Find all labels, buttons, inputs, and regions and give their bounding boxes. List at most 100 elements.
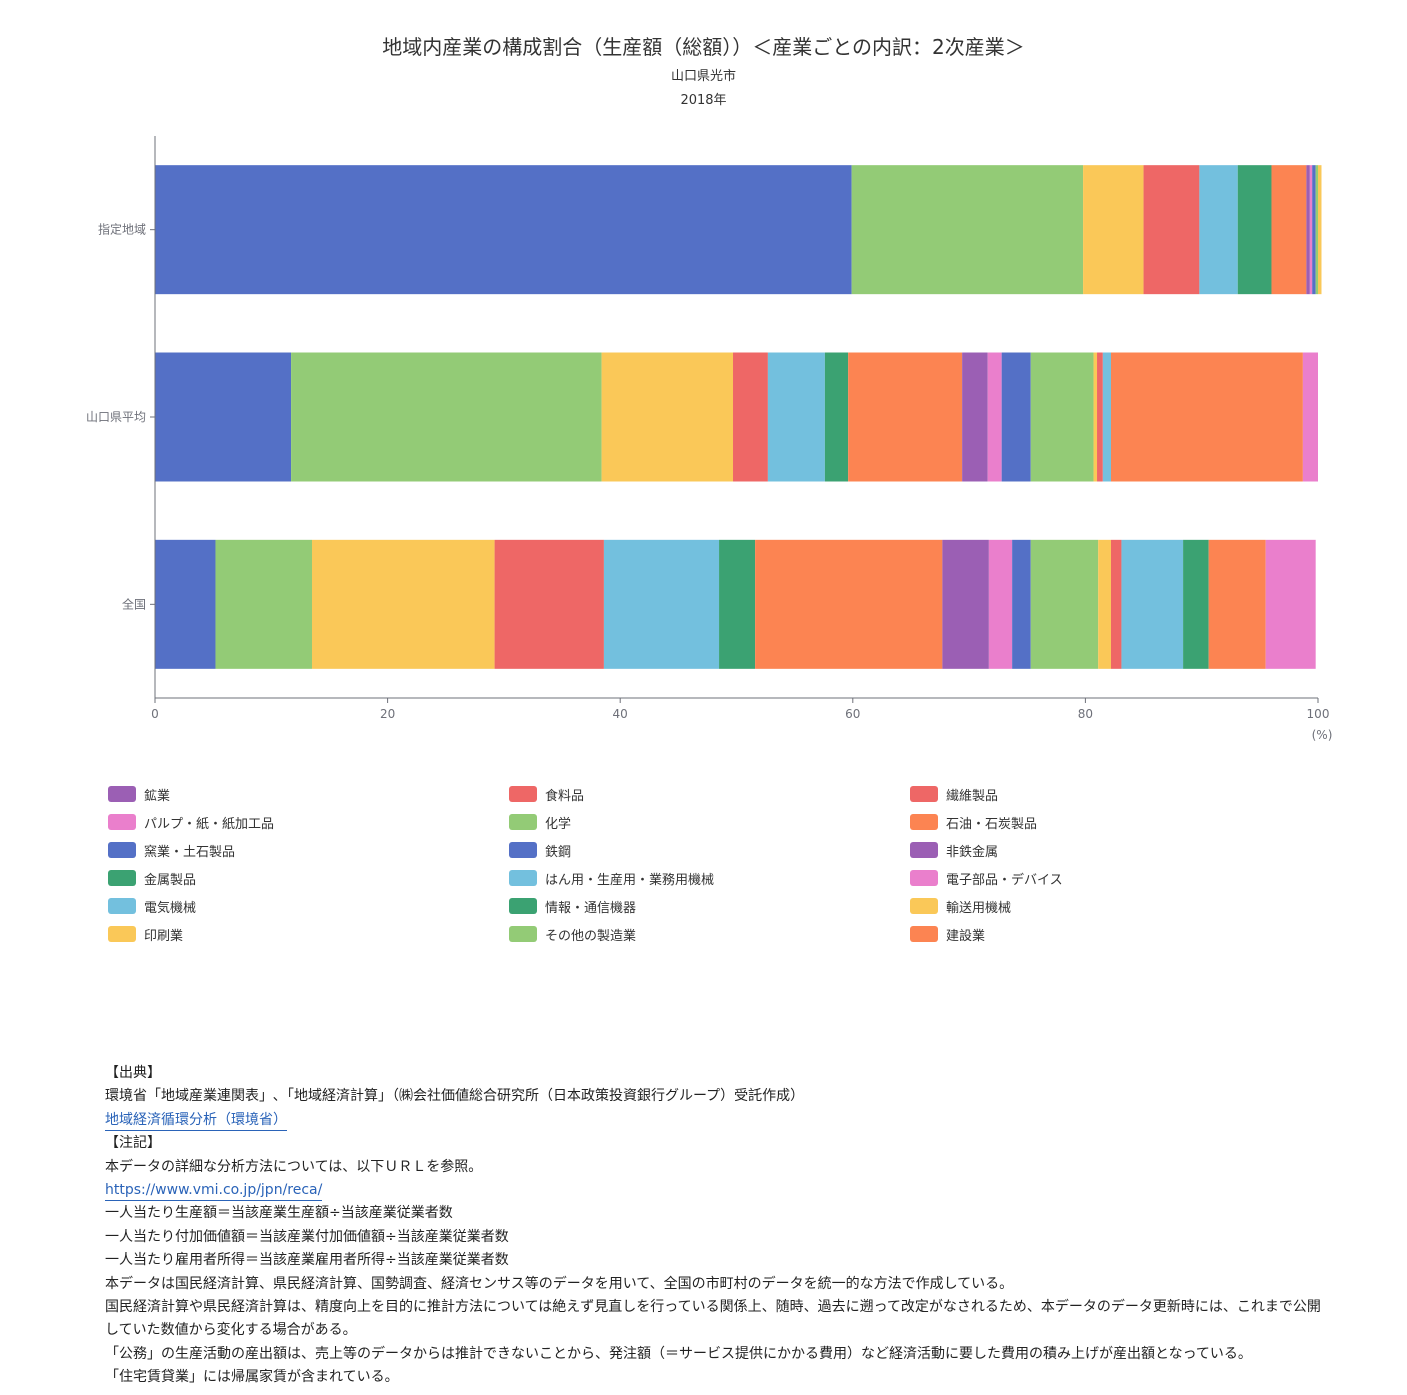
legend-item[interactable]: 金属製品 (108, 868, 196, 888)
legend-item[interactable]: 非鉄金属 (910, 840, 998, 860)
legend-item[interactable]: その他の製造業 (509, 924, 636, 944)
bar-segment (1110, 352, 1303, 482)
legend-label: 輸送用機械 (946, 900, 1012, 916)
source-link[interactable]: 地域経済循環分析（環境省） (105, 1110, 287, 1131)
x-tick-label: 80 (1078, 707, 1093, 721)
bar-segment (155, 352, 292, 482)
note-line: 本データの詳細な分析方法については、以下ＵＲＬを参照。 (105, 1158, 483, 1175)
bar-segment (988, 539, 1013, 669)
legend-item[interactable]: 化学 (509, 812, 571, 832)
source-text: 環境省「地域産業連関表」､「地域経済計算」（㈱会社価値総合研究所（日本政策投資銀… (105, 1088, 805, 1105)
y-tick-label: 山口県平均 (86, 410, 146, 424)
bar-segment (215, 539, 313, 669)
bar-segment (603, 539, 720, 669)
bar-segment (1271, 165, 1307, 295)
legend-item[interactable]: 鉱業 (108, 784, 170, 804)
legend-label: 石油・石炭製品 (946, 816, 1038, 832)
bar-segment (824, 352, 849, 482)
legend-label: 建設業 (946, 928, 986, 944)
bar-segment (1265, 539, 1316, 669)
legend-item[interactable]: はん用・生産用・業務用機械 (509, 868, 714, 888)
legend-swatch (910, 898, 938, 914)
legend-swatch (509, 870, 537, 886)
note-line: 本データは国民経済計算、県民経済計算、国勢調査、経済センサス等のデータを用いて、… (105, 1275, 1014, 1292)
bar-segment (942, 539, 989, 669)
legend-swatch (509, 926, 537, 942)
bar-segment (155, 165, 852, 295)
x-tick-label: 100 (1307, 707, 1330, 721)
legend-label: 化学 (545, 816, 572, 832)
legend-label: パルプ・紙・紙加工品 (144, 816, 275, 832)
x-tick-label: 40 (613, 707, 628, 721)
legend-item[interactable]: 繊維製品 (910, 784, 998, 804)
legend-item[interactable]: 電子部品・デバイス (910, 868, 1063, 888)
legend-item[interactable]: 石油・石炭製品 (910, 812, 1037, 832)
y-tick-label: 指定地域 (98, 222, 146, 237)
legend-swatch (509, 814, 537, 830)
legend-item[interactable]: 窯業・土石製品 (108, 840, 235, 860)
chart-year: 2018年 (680, 93, 727, 108)
bar-segment (1001, 352, 1031, 482)
method-url-link[interactable]: https://www.vmi.co.jp/jpn/reca/ (105, 1180, 323, 1202)
legend-swatch (910, 814, 938, 830)
bar-segment (848, 352, 963, 482)
bar-segment (1315, 165, 1318, 295)
legend-label: その他の製造業 (545, 928, 637, 944)
bar-segment (312, 539, 495, 669)
bar-segment (155, 539, 216, 669)
bar-segment (1183, 539, 1209, 669)
legend-swatch (910, 842, 938, 858)
x-tick-label: 20 (380, 707, 395, 721)
legend-label: 窯業・土石製品 (144, 844, 236, 860)
legend-item[interactable]: パルプ・紙・紙加工品 (108, 812, 274, 832)
x-tick-label: 60 (845, 707, 860, 721)
legend-label: 食料品 (545, 788, 585, 804)
legend-label: 繊維製品 (946, 788, 999, 804)
legend-item[interactable]: 鉄鋼 (509, 840, 571, 860)
bar-segment (601, 352, 734, 482)
note-line: 国民経済計算や県民経済計算は、精度向上を目的に推計方法については絶えず見直しを行… (105, 1299, 1321, 1339)
bar-segment (987, 352, 1002, 482)
legend-label: 電子部品・デバイス (946, 872, 1063, 888)
legend-item[interactable]: 食料品 (509, 784, 584, 804)
legend-swatch (108, 842, 136, 858)
legend-label: 非鉄金属 (946, 844, 999, 860)
legend-swatch (910, 786, 938, 802)
bar-segment (291, 352, 602, 482)
bar-segment (1093, 352, 1098, 482)
bar-segment (1110, 539, 1122, 669)
chart-title: 地域内産業の構成割合（生産額（総額））＜産業ごとの内訳：2次産業＞ (382, 35, 1025, 59)
bar-segment (755, 539, 943, 669)
legend-swatch (108, 898, 136, 914)
bar-segment (962, 352, 988, 482)
bar-segment (1097, 352, 1103, 482)
legend-item[interactable]: 印刷業 (108, 924, 183, 944)
legend-item[interactable]: 建設業 (910, 924, 985, 944)
bar-segment (1237, 165, 1272, 295)
legend-item[interactable]: 輸送用機械 (910, 896, 1011, 916)
bar-segment (1309, 165, 1313, 295)
note-line: 一人当たり付加価値額＝当該産業付加価値額÷当該産業従業者数 (105, 1228, 509, 1245)
note-line: 「住宅賃貸業」には帰属家賃が含まれている。 (105, 1369, 399, 1386)
legend-swatch (108, 926, 136, 942)
legend-swatch (509, 786, 537, 802)
bar-segment (733, 352, 768, 482)
legend-label: 金属製品 (144, 872, 197, 888)
bar-segment (1083, 165, 1144, 295)
bar-segment (1098, 539, 1111, 669)
legend-swatch (108, 870, 136, 886)
note-line: 「公務」の生産活動の産出額は、売上等のデータからは推計できないことから、発注額（… (105, 1345, 1252, 1362)
chart-subtitle: 山口県光市 (670, 69, 736, 84)
legend-label: 情報・通信機器 (545, 900, 637, 916)
legend-item[interactable]: 情報・通信機器 (509, 896, 636, 916)
legend-label: 鉱業 (144, 788, 171, 804)
bar-segment (1102, 352, 1111, 482)
legend-item[interactable]: 電気機械 (108, 896, 196, 916)
legend-swatch (108, 786, 136, 802)
notes-section: 【出典】 環境省「地域産業連関表」､「地域経済計算」（㈱会社価値総合研究所（日本… (105, 1062, 1325, 1390)
legend-label: 印刷業 (144, 928, 184, 944)
notes-heading: 【注記】 (105, 1135, 161, 1152)
bar-segment (1199, 165, 1238, 295)
bar-segment (1030, 352, 1094, 482)
